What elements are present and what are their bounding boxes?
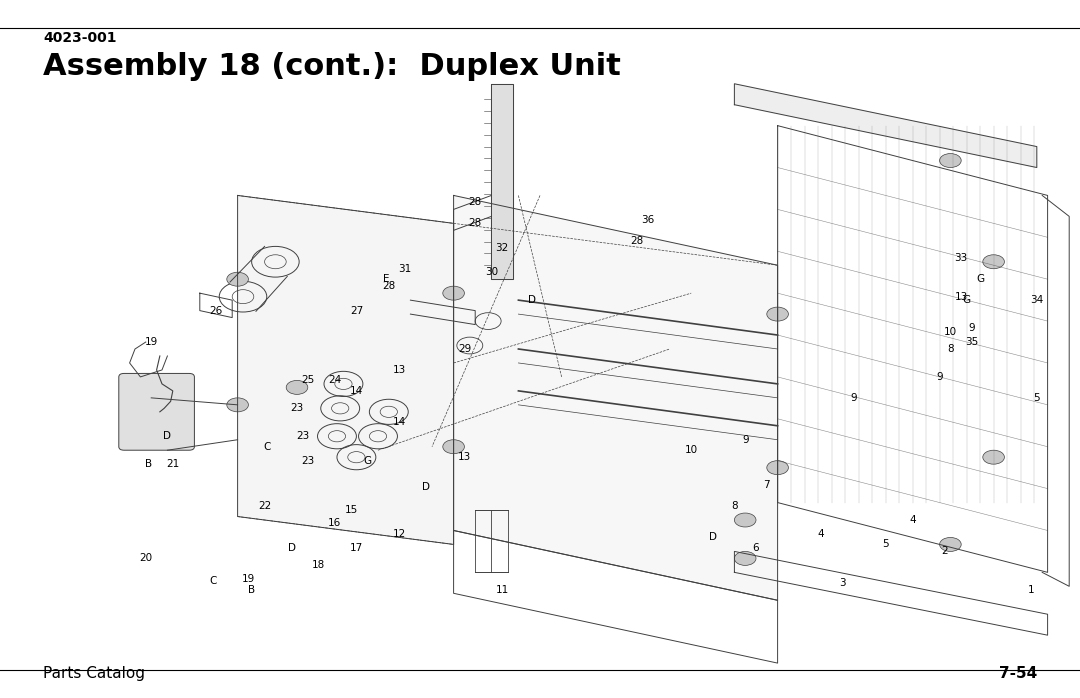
Text: 29: 29 (458, 344, 471, 354)
Text: G: G (363, 456, 372, 466)
Text: 7: 7 (764, 480, 770, 490)
Text: 32: 32 (496, 243, 509, 253)
Text: 9: 9 (969, 323, 975, 333)
Text: 10: 10 (685, 445, 698, 455)
Text: 35: 35 (966, 337, 978, 347)
Text: 9: 9 (742, 435, 748, 445)
Text: 23: 23 (291, 403, 303, 413)
Text: D: D (528, 295, 537, 305)
Text: 3: 3 (839, 578, 846, 588)
Text: 16: 16 (328, 519, 341, 528)
Text: 28: 28 (469, 218, 482, 228)
Text: 23: 23 (296, 431, 309, 441)
Text: 36: 36 (642, 215, 654, 225)
Circle shape (767, 461, 788, 475)
Text: 31: 31 (399, 264, 411, 274)
Polygon shape (454, 195, 778, 600)
Circle shape (734, 551, 756, 565)
Text: 19: 19 (145, 337, 158, 347)
Text: 20: 20 (139, 554, 152, 563)
Text: 30: 30 (485, 267, 498, 277)
Circle shape (983, 255, 1004, 269)
Text: G: G (976, 274, 985, 284)
Circle shape (227, 272, 248, 286)
Text: 23: 23 (301, 456, 314, 466)
Circle shape (734, 513, 756, 527)
Text: G: G (962, 295, 971, 305)
Text: 28: 28 (631, 236, 644, 246)
Text: 13: 13 (955, 292, 968, 302)
Circle shape (983, 450, 1004, 464)
Text: C: C (264, 442, 270, 452)
Circle shape (227, 398, 248, 412)
Text: 14: 14 (350, 386, 363, 396)
Text: 2: 2 (942, 547, 948, 556)
Text: C: C (210, 576, 216, 586)
FancyBboxPatch shape (119, 373, 194, 450)
Text: 13: 13 (458, 452, 471, 462)
Text: 10: 10 (944, 327, 957, 336)
Text: Parts Catalog: Parts Catalog (43, 666, 145, 681)
Text: D: D (421, 482, 430, 491)
Circle shape (940, 154, 961, 168)
Polygon shape (491, 84, 513, 279)
Text: 1: 1 (1028, 585, 1035, 595)
Polygon shape (734, 84, 1037, 168)
Text: 17: 17 (350, 543, 363, 553)
Text: 19: 19 (242, 574, 255, 584)
Text: E: E (383, 274, 390, 284)
Text: 8: 8 (947, 344, 954, 354)
Text: D: D (287, 543, 296, 553)
Text: 6: 6 (753, 543, 759, 553)
Text: 5: 5 (882, 540, 889, 549)
Text: 21: 21 (166, 459, 179, 469)
Circle shape (767, 307, 788, 321)
Text: 4: 4 (909, 515, 916, 525)
Text: 15: 15 (345, 505, 357, 514)
Text: B: B (248, 585, 255, 595)
Text: 27: 27 (350, 306, 363, 315)
Circle shape (286, 380, 308, 394)
Text: 24: 24 (328, 376, 341, 385)
Circle shape (443, 440, 464, 454)
Text: 4023-001: 4023-001 (43, 31, 117, 45)
Text: 33: 33 (955, 253, 968, 263)
Text: 9: 9 (850, 393, 856, 403)
Text: 28: 28 (469, 198, 482, 207)
Circle shape (940, 537, 961, 551)
Text: 22: 22 (258, 501, 271, 511)
Text: 34: 34 (1030, 295, 1043, 305)
Text: 14: 14 (393, 417, 406, 427)
Circle shape (443, 286, 464, 300)
Text: 7-54: 7-54 (999, 666, 1037, 681)
Text: 13: 13 (393, 365, 406, 375)
Text: 4: 4 (818, 529, 824, 539)
Text: 28: 28 (382, 281, 395, 291)
Text: D: D (163, 431, 172, 441)
Text: 26: 26 (210, 306, 222, 315)
Text: D: D (708, 533, 717, 542)
Text: 8: 8 (731, 501, 738, 511)
Text: B: B (146, 459, 152, 469)
Text: Assembly 18 (cont.):  Duplex Unit: Assembly 18 (cont.): Duplex Unit (43, 52, 621, 82)
Text: 9: 9 (936, 372, 943, 382)
Polygon shape (238, 195, 454, 544)
Text: 11: 11 (496, 585, 509, 595)
Text: 5: 5 (1034, 393, 1040, 403)
Text: 25: 25 (301, 376, 314, 385)
Text: 12: 12 (393, 529, 406, 539)
Text: 18: 18 (312, 560, 325, 570)
